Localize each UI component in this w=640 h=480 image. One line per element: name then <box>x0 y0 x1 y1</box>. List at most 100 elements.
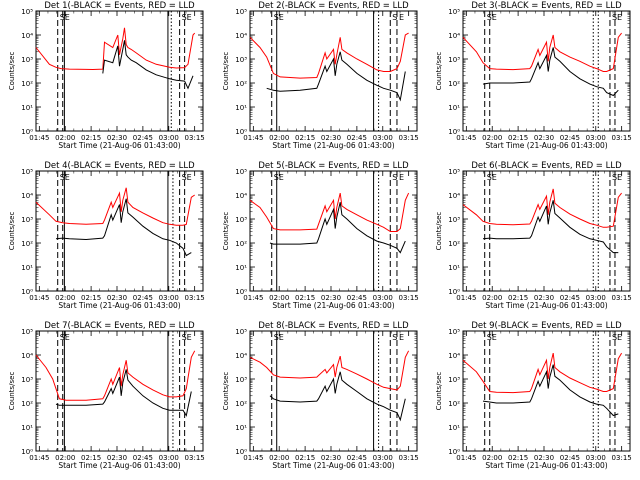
x-tick-label: 02:15 <box>295 294 315 302</box>
marker-label: S <box>612 13 617 22</box>
marker-label: E <box>65 13 70 22</box>
marker-label: S <box>392 333 397 342</box>
x-tick-label: 02:15 <box>508 294 528 302</box>
y-axis-label: Counts/sec <box>222 372 230 411</box>
series-lld-line <box>249 350 410 391</box>
y-tick-label: 10⁵ <box>21 8 33 16</box>
y-axis-label: Counts/sec <box>435 372 443 411</box>
x-tick-label: 02:00 <box>269 134 289 142</box>
x-tick-label: 02:15 <box>295 454 315 462</box>
marker-label: S <box>60 333 65 342</box>
y-tick-label: 10⁵ <box>448 328 460 336</box>
x-tick-label: 02:00 <box>55 294 75 302</box>
x-tick-label: 02:45 <box>560 294 580 302</box>
y-tick-label: 10⁵ <box>21 168 33 176</box>
y-tick-label: 10¹ <box>21 424 33 432</box>
panel-title: Det 3(-BLACK = Events, RED = LLD <box>471 1 622 11</box>
series-events-line <box>482 200 619 254</box>
y-tick-label: 10⁵ <box>235 328 247 336</box>
x-tick-label: 03:00 <box>586 294 606 302</box>
x-tick-label: 02:00 <box>482 454 502 462</box>
marker-label: E <box>187 333 192 342</box>
plot-frame <box>35 330 204 452</box>
x-tick-label: 03:15 <box>612 454 632 462</box>
x-axis-label: Start Time (21-Aug-06 01:43:00) <box>272 461 394 470</box>
marker-label: S <box>274 13 279 22</box>
series-lld-line <box>35 350 196 401</box>
panel-title: Det 1(-BLACK = Events, RED = LLD <box>44 1 195 11</box>
plot-frame <box>249 10 418 132</box>
y-tick-label: 10⁵ <box>235 8 247 16</box>
marker-label: S <box>392 173 397 182</box>
x-tick-label: 03:15 <box>612 294 632 302</box>
y-tick-label: 10⁰ <box>235 288 247 296</box>
x-tick-label: 02:45 <box>347 134 367 142</box>
marker-label: S <box>274 173 279 182</box>
y-tick-label: 10³ <box>235 376 247 384</box>
x-tick-label: 02:30 <box>534 454 554 462</box>
x-tick-label: 02:00 <box>482 294 502 302</box>
y-tick-label: 10³ <box>448 216 460 224</box>
y-tick-label: 10⁴ <box>448 352 460 360</box>
marker-label: E <box>492 13 497 22</box>
marker-label: E <box>279 13 284 22</box>
y-tick-label: 10² <box>235 80 247 88</box>
y-tick-label: 10⁴ <box>21 352 33 360</box>
x-tick-label: 02:45 <box>347 454 367 462</box>
x-tick-label: 02:45 <box>133 294 153 302</box>
panel-title: Det 7(-BLACK = Events, RED = LLD <box>44 321 195 331</box>
x-tick-label: 02:15 <box>81 454 101 462</box>
marker-label: S <box>392 13 397 22</box>
x-tick-label: 01:45 <box>456 134 476 142</box>
y-tick-label: 10⁰ <box>21 448 33 456</box>
y-tick-label: 10¹ <box>448 424 460 432</box>
marker-label: S <box>487 333 492 342</box>
y-axis-label: Counts/sec <box>222 212 230 251</box>
panel-det-6: Det 6(-BLACK = Events, RED = LLD 10⁰ 10¹ 10… <box>435 161 632 310</box>
y-tick-label: 10² <box>235 400 247 408</box>
series-lld-line <box>249 192 410 232</box>
x-tick-label: 03:00 <box>159 454 179 462</box>
panel-det-3: Det 3(-BLACK = Events, RED = LLD 10⁰ 10¹ 10… <box>435 1 632 150</box>
y-tick-label: 10⁵ <box>21 328 33 336</box>
y-tick-label: 10⁰ <box>448 128 460 136</box>
x-tick-label: 03:00 <box>586 454 606 462</box>
marker-label: E <box>279 333 284 342</box>
series-lld-line <box>249 32 409 79</box>
plot-frame <box>462 330 631 452</box>
x-axis-label: Start Time (21-Aug-06 01:43:00) <box>58 141 180 150</box>
x-tick-label: 02:45 <box>560 454 580 462</box>
series-events-line <box>266 51 406 102</box>
panel-det-1: Det 1(-BLACK = Events, RED = LLD 10⁰ 10¹ 10… <box>8 1 205 150</box>
x-tick-label: 02:45 <box>133 454 153 462</box>
y-tick-label: 10⁵ <box>448 168 460 176</box>
x-axis-label: Start Time (21-Aug-06 01:43:00) <box>485 301 607 310</box>
y-tick-label: 10² <box>21 240 33 248</box>
y-tick-label: 10³ <box>21 56 33 64</box>
series-events-line <box>55 198 192 257</box>
x-axis-label: Start Time (21-Aug-06 01:43:00) <box>58 301 180 310</box>
x-tick-label: 02:00 <box>482 134 502 142</box>
y-tick-label: 10⁰ <box>235 448 247 456</box>
marker-label: E <box>399 13 404 22</box>
x-axis-label: Start Time (21-Aug-06 01:43:00) <box>58 461 180 470</box>
x-tick-label: 02:00 <box>269 454 289 462</box>
x-tick-label: 02:15 <box>81 294 101 302</box>
x-tick-label: 02:00 <box>55 454 75 462</box>
x-axis-label: Start Time (21-Aug-06 01:43:00) <box>272 301 394 310</box>
x-tick-label: 02:30 <box>107 294 127 302</box>
x-tick-label: 02:30 <box>321 454 341 462</box>
x-tick-label: 01:45 <box>456 294 476 302</box>
x-tick-label: 02:30 <box>321 294 341 302</box>
marker-label: E <box>187 173 192 182</box>
x-tick-label: 02:30 <box>534 134 554 142</box>
x-tick-label: 03:00 <box>586 134 606 142</box>
x-tick-label: 02:00 <box>55 134 75 142</box>
y-tick-label: 10⁴ <box>235 192 247 200</box>
x-axis-label: Start Time (21-Aug-06 01:43:00) <box>485 461 607 470</box>
y-tick-label: 10⁰ <box>448 448 460 456</box>
panel-det-4: Det 4(-BLACK = Events, RED = LLD 10⁰ 10¹ 10… <box>8 161 205 310</box>
marker-label: E <box>617 173 622 182</box>
y-tick-label: 10¹ <box>448 264 460 272</box>
y-tick-label: 10⁴ <box>235 32 247 40</box>
